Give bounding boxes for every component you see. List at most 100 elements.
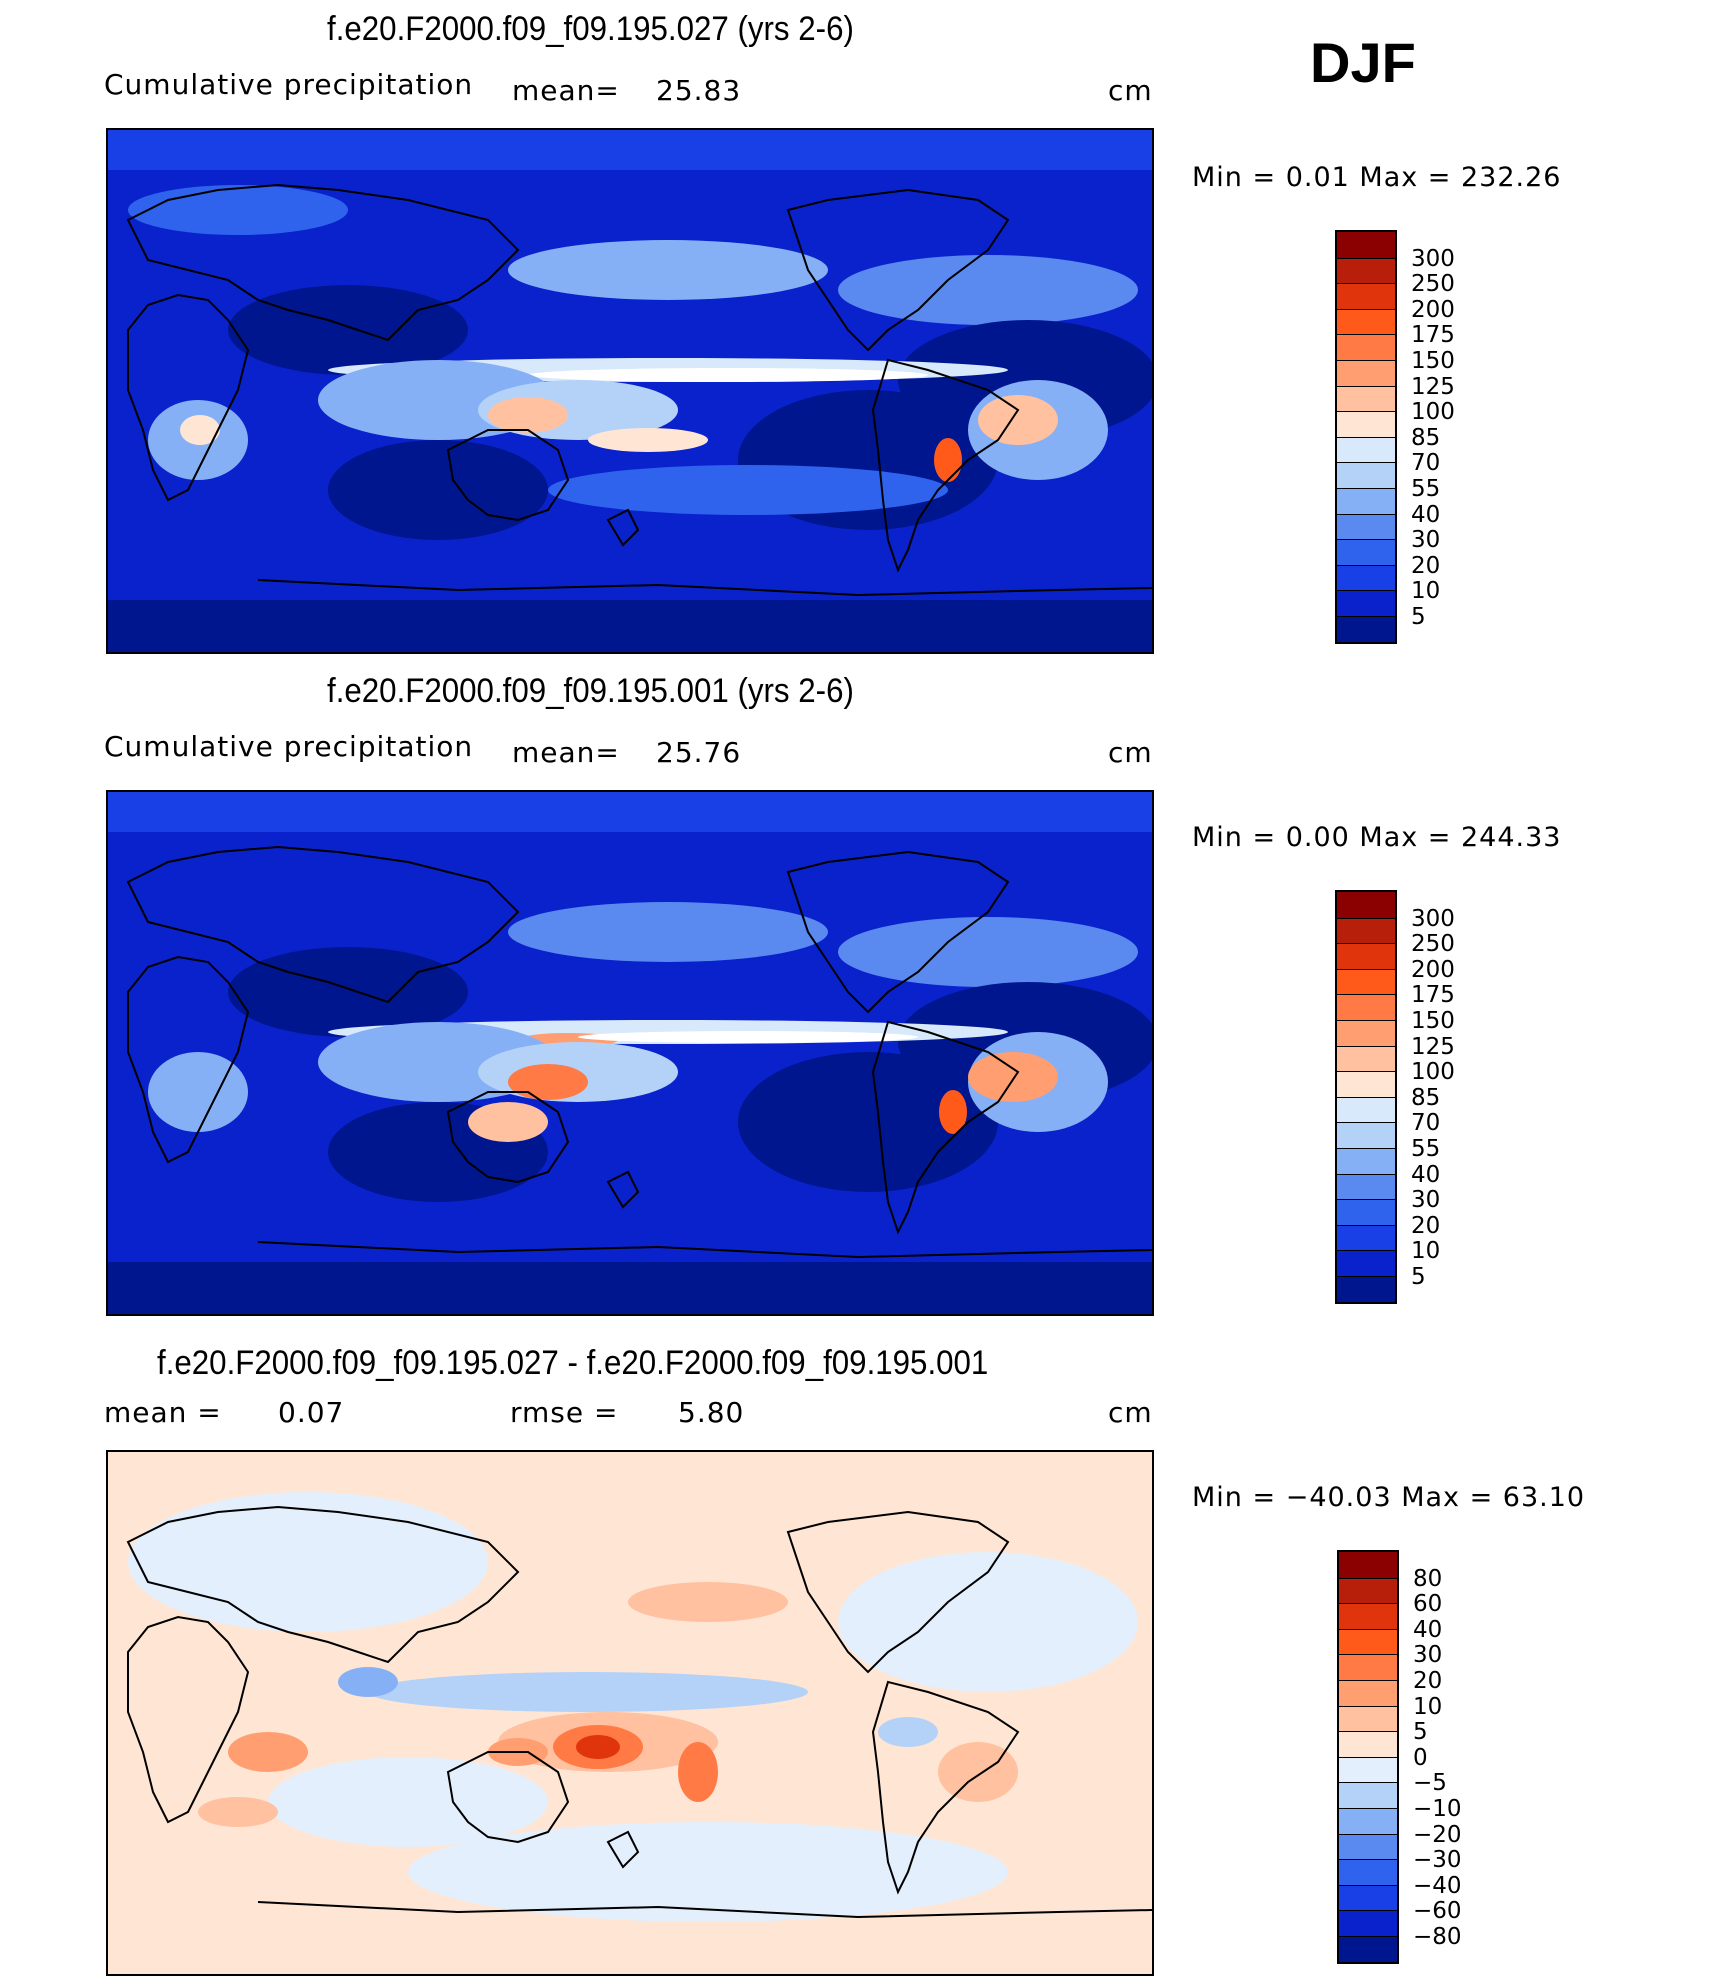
colorbar-swatch — [1337, 1173, 1395, 1200]
colorbar-swatch — [1339, 1756, 1397, 1783]
min-max-label: Min = −40.03 Max = 63.10 — [1192, 1482, 1586, 1513]
colorbar-swatch — [1337, 1019, 1395, 1046]
colorbar-swatch — [1339, 1910, 1397, 1936]
precip-map — [106, 790, 1154, 1316]
colorbar-swatch — [1337, 943, 1395, 969]
colorbar-swatch — [1337, 308, 1395, 335]
colorbar-swatch — [1339, 1935, 1397, 1962]
precip-map-plot — [108, 792, 1152, 1314]
variable-label: Cumulative precipitation — [104, 68, 474, 101]
colorbar-swatch — [1339, 1552, 1397, 1578]
colorbar-swatch — [1339, 1859, 1397, 1885]
colorbar-swatch — [1337, 1250, 1395, 1276]
colorbar-swatch — [1339, 1731, 1397, 1757]
colorbar-swatch — [1337, 590, 1395, 616]
colorbar-swatch — [1337, 1275, 1395, 1302]
colorbar-tick-label: 5 — [1411, 1264, 1426, 1290]
min-max-label: Min = 0.01 Max = 232.26 — [1192, 162, 1562, 193]
colorbar-tick-label: −10 — [1413, 1796, 1462, 1822]
colorbar-tick-label: 85 — [1411, 1084, 1441, 1111]
colorbar-swatch — [1339, 1705, 1397, 1732]
colorbar-swatch — [1337, 257, 1395, 284]
colorbar-tick-label: 70 — [1411, 1110, 1441, 1137]
colorbar-swatch — [1337, 385, 1395, 412]
colorbar-swatch — [1339, 1577, 1397, 1604]
min-max-label: Min = 0.00 Max = 244.33 — [1192, 822, 1562, 853]
colorbar-swatch — [1337, 917, 1395, 944]
colorbar-tick-label: 85 — [1411, 424, 1441, 451]
rmse-value: 5.80 — [678, 1396, 745, 1429]
colorbar-tick-label: 30 — [1411, 1187, 1441, 1214]
colorbar-tick-label: 200 — [1411, 956, 1455, 983]
season-label: DJF — [1310, 31, 1416, 94]
mean-label: mean= — [512, 74, 620, 107]
difference-map-plot — [108, 1452, 1152, 1974]
colorbar — [1335, 230, 1397, 644]
colorbar-tick-label: 30 — [1413, 1642, 1443, 1669]
colorbar-tick-label: −40 — [1413, 1872, 1462, 1899]
colorbar-tick-label: 55 — [1411, 1136, 1441, 1162]
colorbar-tick-label: 200 — [1411, 296, 1455, 323]
variable-label: Cumulative precipitation — [104, 730, 474, 763]
colorbar-tick-label: 300 — [1411, 245, 1455, 272]
colorbar-swatch — [1337, 1224, 1395, 1251]
colorbar-swatch — [1337, 1096, 1395, 1123]
colorbar-tick-label: 125 — [1411, 1033, 1455, 1060]
colorbar-swatch — [1337, 487, 1395, 514]
colorbar — [1337, 1550, 1399, 1964]
colorbar-swatch — [1337, 513, 1395, 540]
colorbar-tick-label: 40 — [1411, 1161, 1441, 1188]
units-label: cm — [1108, 1396, 1153, 1429]
colorbar-swatch — [1337, 462, 1395, 488]
precip-map — [106, 128, 1154, 654]
colorbar-tick-label: 250 — [1411, 931, 1455, 958]
units-label: cm — [1108, 736, 1153, 769]
colorbar-tick-label: 100 — [1411, 1059, 1455, 1086]
colorbar-tick-label: 5 — [1413, 1719, 1428, 1746]
colorbar-swatch — [1337, 1122, 1395, 1148]
units-label: cm — [1108, 74, 1153, 107]
colorbar-swatch — [1339, 1679, 1397, 1706]
colorbar-tick-label: −5 — [1413, 1770, 1447, 1797]
colorbar-swatch — [1337, 892, 1395, 918]
colorbar-tick-label: 175 — [1411, 982, 1455, 1009]
colorbar — [1335, 890, 1397, 1304]
colorbar-tick-label: 30 — [1411, 527, 1441, 554]
difference-map — [106, 1450, 1154, 1976]
mean-label: mean = — [104, 1396, 222, 1429]
colorbar-swatch — [1337, 564, 1395, 591]
colorbar-swatch — [1339, 1603, 1397, 1629]
colorbar-tick-label: 80 — [1413, 1565, 1443, 1592]
colorbar-tick-label: 55 — [1411, 476, 1441, 502]
colorbar-swatch — [1339, 1782, 1397, 1808]
mean-value: 25.76 — [656, 736, 742, 769]
colorbar-swatch — [1339, 1807, 1397, 1834]
colorbar-tick-label: 0 — [1413, 1744, 1428, 1771]
colorbar-swatch — [1337, 232, 1395, 258]
colorbar-tick-label: −60 — [1413, 1898, 1462, 1925]
colorbar-swatch — [1339, 1654, 1397, 1680]
colorbar-tick-label: −30 — [1413, 1847, 1462, 1874]
colorbar-swatch — [1337, 283, 1395, 309]
colorbar-swatch — [1337, 1045, 1395, 1072]
colorbar-swatch — [1337, 1199, 1395, 1225]
colorbar-swatch — [1339, 1833, 1397, 1860]
colorbar-swatch — [1337, 436, 1395, 463]
colorbar-tick-label: −80 — [1413, 1924, 1462, 1950]
colorbar-tick-label: 70 — [1411, 450, 1441, 477]
colorbar-tick-label: 5 — [1411, 604, 1426, 630]
mean-value: 0.07 — [278, 1396, 345, 1429]
colorbar-tick-label: 10 — [1413, 1693, 1443, 1720]
colorbar-tick-label: 150 — [1411, 1008, 1455, 1034]
colorbar-tick-label: 100 — [1411, 399, 1455, 426]
colorbar-swatch — [1337, 539, 1395, 565]
colorbar-tick-label: 20 — [1411, 552, 1441, 579]
precip-map-plot — [108, 130, 1152, 652]
colorbar-tick-label: 125 — [1411, 373, 1455, 400]
colorbar-swatch — [1337, 968, 1395, 995]
colorbar-tick-label: 10 — [1411, 1238, 1441, 1265]
colorbar-tick-label: 20 — [1411, 1212, 1441, 1239]
colorbar-swatch — [1337, 411, 1395, 437]
colorbar-tick-label: 175 — [1411, 322, 1455, 349]
colorbar-tick-label: −20 — [1413, 1821, 1462, 1848]
